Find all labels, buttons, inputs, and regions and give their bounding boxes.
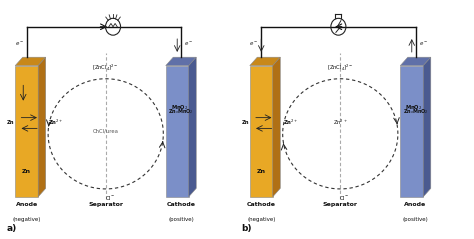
Text: Zn: Zn: [257, 168, 266, 174]
Text: Anode: Anode: [16, 202, 38, 207]
Text: Zn$_x$MnO$_2$: Zn$_x$MnO$_2$: [168, 107, 194, 116]
Text: Zn$^{2+}$: Zn$^{2+}$: [333, 118, 347, 127]
Text: Zn: Zn: [22, 168, 31, 174]
Polygon shape: [273, 57, 280, 197]
Polygon shape: [38, 57, 46, 197]
Polygon shape: [15, 66, 38, 197]
Text: e$^-$: e$^-$: [419, 40, 428, 48]
Polygon shape: [15, 57, 46, 66]
Text: Cathode: Cathode: [166, 202, 195, 207]
Polygon shape: [250, 66, 273, 197]
Polygon shape: [166, 57, 196, 66]
Text: (positive): (positive): [402, 217, 428, 223]
Text: Separator: Separator: [323, 202, 358, 207]
Text: [ZnCl$_4$]$^{2-}$: [ZnCl$_4$]$^{2-}$: [327, 63, 354, 73]
Polygon shape: [166, 66, 189, 197]
Text: Cl$^-$: Cl$^-$: [105, 194, 115, 202]
Text: Zn$^{2+}$: Zn$^{2+}$: [283, 118, 298, 127]
Text: Separator: Separator: [88, 202, 123, 207]
Text: (positive): (positive): [168, 217, 194, 223]
Polygon shape: [400, 57, 431, 66]
Text: ChCl/urea: ChCl/urea: [93, 129, 118, 134]
Text: b): b): [241, 224, 252, 233]
Text: Zn: Zn: [7, 120, 14, 125]
Polygon shape: [400, 66, 423, 197]
Text: Zn$^{2+}$: Zn$^{2+}$: [48, 118, 64, 127]
Text: e$^-$: e$^-$: [184, 40, 193, 48]
Text: MnO$_2$: MnO$_2$: [171, 103, 188, 112]
Text: Cathode: Cathode: [247, 202, 276, 207]
Text: MnO$_2$: MnO$_2$: [405, 103, 423, 112]
Text: (negative): (negative): [12, 217, 41, 223]
Text: Zn$_x$MnO$_2$: Zn$_x$MnO$_2$: [403, 107, 428, 116]
Polygon shape: [189, 57, 196, 197]
Text: (negative): (negative): [247, 217, 275, 223]
Text: Zn: Zn: [241, 120, 249, 125]
Text: Anode: Anode: [404, 202, 427, 207]
Text: e$^-$: e$^-$: [15, 40, 24, 48]
Text: [ZnCl$_4$]$^{2-}$: [ZnCl$_4$]$^{2-}$: [92, 63, 119, 73]
Text: e$^-$: e$^-$: [249, 40, 258, 48]
Text: a): a): [7, 224, 17, 233]
Text: Cl$^-$: Cl$^-$: [339, 194, 350, 202]
Polygon shape: [250, 57, 280, 66]
Polygon shape: [423, 57, 431, 197]
